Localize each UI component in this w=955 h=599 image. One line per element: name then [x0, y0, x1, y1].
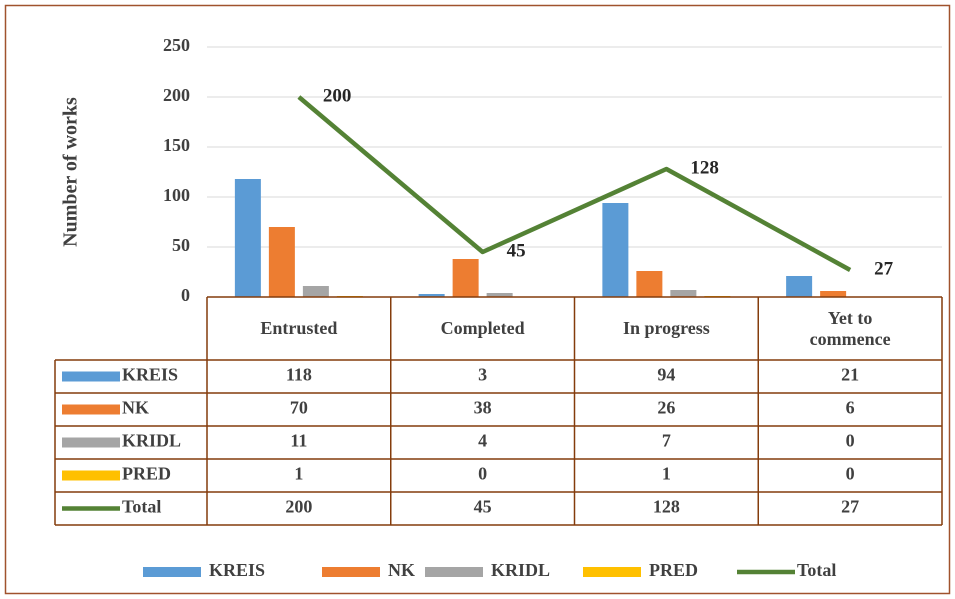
bar: [636, 271, 663, 297]
table-cell: 27: [841, 497, 859, 517]
table-cell: 1: [294, 464, 303, 484]
y-tick-label: 250: [163, 35, 190, 55]
table-row-label: KRIDL: [122, 431, 181, 451]
y-tick-label: 100: [163, 185, 190, 205]
bar: [452, 259, 479, 297]
table-cell: 94: [657, 365, 675, 385]
bar: [302, 286, 329, 297]
legend-key: [143, 567, 201, 577]
y-tick-label: 0: [181, 285, 190, 305]
y-tick-label: 50: [172, 235, 190, 255]
legend-key: [425, 567, 483, 577]
legend-label: NK: [388, 560, 415, 580]
table-cell: 70: [290, 398, 308, 418]
table-legend-key: [62, 437, 120, 448]
y-axis-title: Number of works: [60, 97, 82, 247]
data-label: 27: [874, 258, 894, 279]
table-row-label: KREIS: [122, 365, 178, 385]
table-cell: 200: [285, 497, 312, 517]
legend-label: PRED: [649, 560, 698, 580]
table-header-cell: Completed: [440, 318, 525, 339]
y-tick-label: 200: [163, 85, 190, 105]
y-tick-label: 150: [163, 135, 190, 155]
bar: [670, 290, 697, 297]
table-cell: 38: [474, 398, 492, 418]
legend-key: [322, 567, 380, 577]
table-header-cell: In progress: [622, 318, 710, 339]
bar: [418, 294, 445, 297]
table-cell: 21: [841, 365, 859, 385]
bar: [820, 291, 847, 297]
bar: [602, 203, 629, 297]
data-label: 45: [507, 240, 526, 261]
legend-label: KREIS: [209, 560, 265, 580]
x-tick-label: Completed: [440, 318, 525, 339]
bar: [234, 179, 261, 297]
table-cell: 7: [662, 431, 671, 451]
x-tick-label: Entrusted: [260, 318, 338, 339]
data-label: 128: [690, 157, 719, 178]
frame: [4, 4, 951, 595]
table-cell: 3: [478, 365, 487, 385]
table-cell: 118: [286, 365, 312, 385]
table-row-label: Total: [122, 497, 161, 517]
table-cell: 45: [474, 497, 492, 517]
table-legend-key: [62, 470, 120, 481]
table-cell: 128: [653, 497, 680, 517]
table-cell: 0: [478, 464, 487, 484]
data-label: 200: [323, 85, 352, 106]
bar: [486, 293, 513, 297]
bar: [268, 227, 295, 297]
table-legend-key: [62, 404, 120, 415]
bar: [786, 276, 813, 297]
table-cell: 6: [846, 398, 855, 418]
table-row-label: PRED: [122, 464, 171, 484]
table-cell: 4: [478, 431, 487, 451]
table-cell: 0: [846, 464, 855, 484]
table-cell: 0: [846, 431, 855, 451]
total-line: [297, 95, 852, 272]
legend-label: Total: [797, 560, 836, 580]
table-cell: 26: [657, 398, 675, 418]
table-header-cell: Yet to commence: [809, 307, 891, 349]
table-legend-key: [62, 371, 120, 382]
legend-key: [583, 567, 641, 577]
legend-label: KRIDL: [491, 560, 550, 580]
table-cell: 11: [290, 431, 307, 451]
x-tick-label: In progress: [622, 318, 710, 339]
table-cell: 1: [662, 464, 671, 484]
table-header-cell: Entrusted: [260, 318, 338, 339]
x-tick-label: Yet to commence: [809, 307, 891, 349]
table-row-label: NK: [122, 398, 149, 418]
